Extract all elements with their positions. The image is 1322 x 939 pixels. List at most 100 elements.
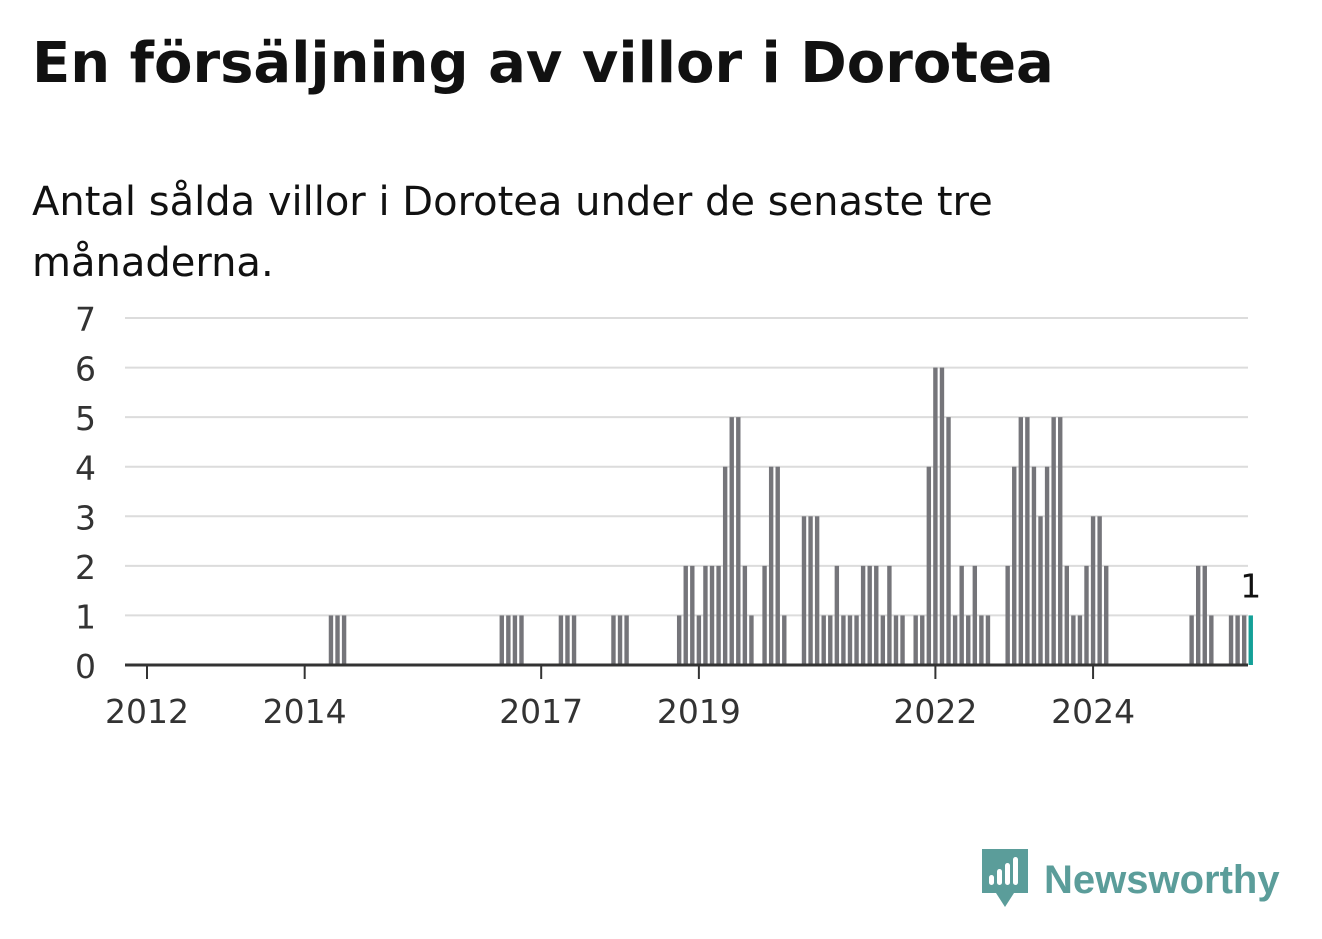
bar: [1038, 516, 1043, 665]
bar: [880, 615, 886, 665]
bar: [558, 615, 564, 665]
bar: [571, 615, 577, 665]
bar: [834, 565, 840, 665]
y-tick-label: 3: [75, 498, 96, 537]
bar: [709, 565, 715, 665]
bar: [926, 466, 932, 665]
bar-highlight: [1248, 615, 1253, 665]
bar: [1202, 565, 1207, 665]
bar: [617, 615, 623, 665]
bar: [1104, 565, 1109, 665]
bar: [683, 565, 688, 665]
bar: [821, 615, 826, 665]
bar: [328, 615, 334, 665]
bar: [959, 565, 964, 665]
brand-name: Newsworthy: [1044, 857, 1280, 902]
bar: [966, 615, 971, 665]
bar: [920, 615, 925, 665]
bar: [624, 615, 629, 665]
bar: [341, 615, 347, 665]
bar: [1228, 615, 1234, 665]
bar: [1084, 565, 1089, 665]
x-tick-label: 2022: [893, 692, 977, 731]
page-title: En försäljning av villor i Dorotea: [32, 31, 1054, 96]
bars: [328, 367, 1253, 665]
bar: [782, 615, 787, 665]
x-tick-label: 2019: [657, 692, 741, 731]
bar: [676, 615, 682, 665]
bar: [1044, 466, 1050, 665]
bar: [565, 615, 570, 665]
bar: [1241, 615, 1247, 665]
bar: [762, 565, 767, 665]
page-subtitle: Antal sålda villor i Dorotea under de se…: [32, 179, 993, 286]
data-label: 1: [1240, 566, 1261, 605]
bar: [952, 615, 958, 665]
bar: [506, 615, 511, 665]
bar: [828, 615, 833, 665]
y-tick-label: 2: [75, 548, 96, 587]
bar: [696, 615, 702, 665]
y-tick-label: 1: [75, 597, 96, 636]
bar: [979, 615, 984, 665]
bar: [749, 615, 754, 665]
bar: [1058, 417, 1063, 665]
bar: [900, 615, 905, 665]
bar: [1005, 565, 1010, 665]
bar-chart-speech-bubble-icon: [980, 847, 1030, 913]
bar: [611, 615, 616, 665]
bar: [1090, 516, 1096, 665]
y-tick-label: 5: [75, 399, 96, 438]
axes: 0 1 2 3 4 5 6 7 1 2012 2014 2017 2019 2022 2024: [75, 300, 1261, 731]
brand-logo: Newsworthy: [980, 848, 1280, 912]
bar: [742, 565, 748, 665]
bar: [946, 417, 951, 665]
bar: [1195, 565, 1201, 665]
bar: [874, 565, 879, 665]
bar: [847, 615, 853, 665]
bar: [736, 417, 741, 665]
bar: [722, 466, 728, 665]
bar: [768, 466, 774, 665]
y-tick-label: 7: [75, 300, 96, 339]
bar: [985, 615, 991, 665]
bar: [854, 615, 859, 665]
x-tick-label: 2014: [263, 692, 347, 731]
bar: [775, 466, 780, 665]
bar-chart: 0 1 2 3 4 5 6 7 1 2012 2014 2017 2019 2022 2024: [75, 300, 1261, 731]
bar: [729, 417, 734, 665]
bar: [1071, 615, 1076, 665]
bar: [1051, 417, 1056, 665]
x-tick-label: 2017: [499, 692, 583, 731]
bar: [972, 565, 978, 665]
bar: [512, 615, 518, 665]
bar: [814, 516, 820, 665]
bar: [1025, 417, 1030, 665]
bar: [1209, 615, 1214, 665]
bar: [887, 565, 892, 665]
bar: [801, 516, 807, 665]
bar: [867, 565, 872, 665]
bar: [690, 565, 695, 665]
y-tick-label: 0: [75, 647, 96, 686]
bar: [1235, 615, 1240, 665]
bar: [808, 516, 813, 665]
bar: [1018, 417, 1024, 665]
bar: [335, 615, 340, 665]
x-tick-label: 2012: [105, 692, 189, 731]
bar: [1189, 615, 1194, 665]
bar: [1097, 516, 1102, 665]
y-tick-label: 6: [75, 350, 96, 389]
bar: [933, 367, 938, 665]
x-tick-label: 2024: [1051, 692, 1135, 731]
bar: [519, 615, 524, 665]
bar: [1012, 466, 1017, 665]
bar: [716, 565, 721, 665]
bar: [703, 565, 708, 665]
bar: [841, 615, 846, 665]
bar: [913, 615, 918, 665]
bar: [499, 615, 504, 665]
bar: [1031, 466, 1037, 665]
y-tick-label: 4: [75, 449, 96, 488]
bar: [893, 615, 899, 665]
